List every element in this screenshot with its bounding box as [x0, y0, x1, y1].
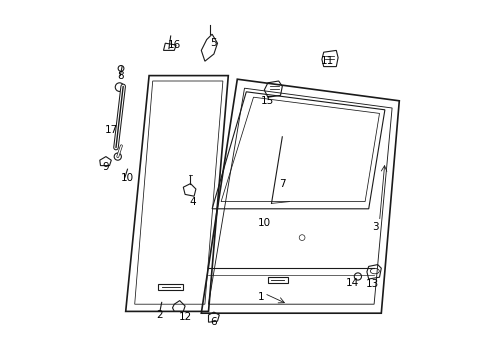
Text: 1: 1	[257, 292, 264, 302]
Text: 14: 14	[345, 278, 358, 288]
Text: 13: 13	[365, 279, 378, 289]
Text: 10: 10	[257, 218, 270, 228]
Text: 6: 6	[210, 317, 217, 327]
Text: 15: 15	[261, 96, 274, 106]
Text: 8: 8	[117, 71, 123, 81]
Text: 3: 3	[372, 222, 378, 232]
Text: 16: 16	[167, 40, 181, 50]
Text: 10: 10	[121, 173, 134, 183]
Text: 12: 12	[178, 312, 191, 322]
Text: 5: 5	[210, 38, 217, 48]
Text: 17: 17	[104, 125, 118, 135]
Text: 2: 2	[156, 310, 163, 320]
Text: 4: 4	[188, 197, 195, 207]
Text: 11: 11	[320, 56, 333, 66]
Text: 7: 7	[279, 179, 285, 189]
Text: 9: 9	[102, 162, 109, 172]
